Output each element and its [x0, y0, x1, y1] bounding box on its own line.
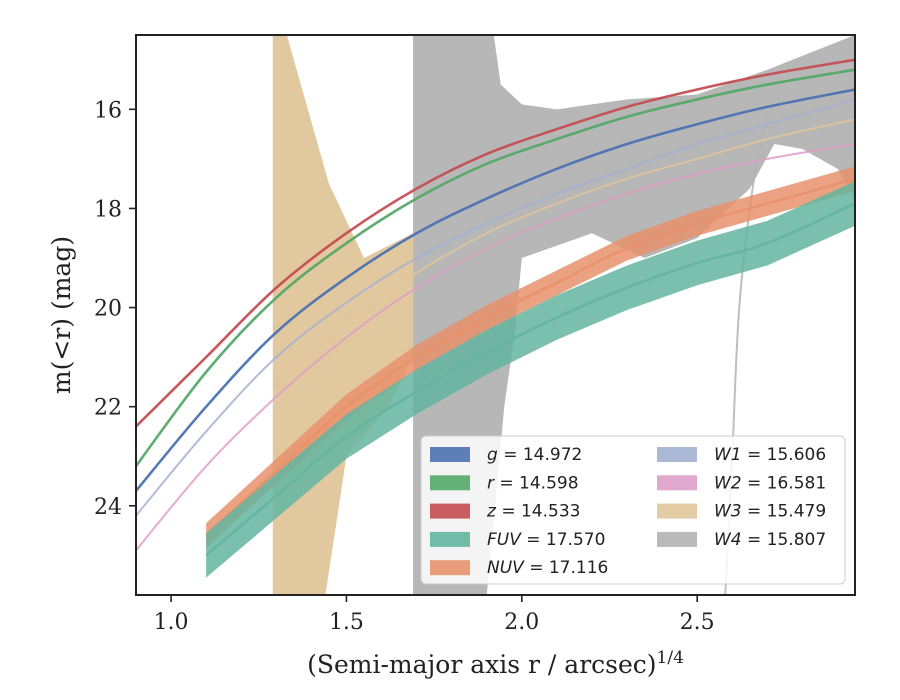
legend-swatch-w4 — [657, 531, 697, 547]
curves — [136, 58, 855, 595]
legend-label-w1: W1 = 15.606 — [714, 445, 826, 465]
legend-label-nuv: NUV = 17.116 — [487, 558, 608, 578]
series-fuv-band — [206, 181, 855, 578]
series-fuv-line — [205, 202, 855, 557]
uncertainty-region-w4 — [413, 35, 855, 595]
series-nuv-band — [206, 166, 855, 548]
legend-swatch-fuv — [430, 531, 470, 547]
x-tick-label: 1.5 — [329, 610, 364, 635]
series-g-line — [136, 88, 855, 492]
legend-label-w4: W4 = 15.807 — [714, 530, 826, 550]
legend-label-r: r = 14.598 — [487, 473, 579, 493]
x-axis-label-exponent: 1/4 — [657, 648, 684, 668]
series-nuv-line — [205, 177, 855, 537]
y-tick-label: 20 — [94, 297, 122, 322]
y-tick-label: 16 — [94, 98, 122, 123]
legend-swatch-w3 — [657, 503, 697, 519]
legend-box — [420, 435, 846, 585]
legend-swatch-r — [430, 475, 470, 491]
y-axis-label: m(<r) (mag) — [47, 236, 76, 394]
y-tick-label: 18 — [94, 197, 122, 222]
uncertainty-region-w3 — [272, 35, 414, 595]
ticks: 1.0 1.5 2.0 2.5 16 18 20 22 24 — [94, 98, 715, 635]
legend-swatch-nuv — [430, 560, 470, 576]
legend-swatch-g — [430, 447, 470, 462]
series-z-line — [136, 58, 855, 428]
legend-label-w3: W3 = 15.479 — [714, 502, 826, 522]
legend: g = 14.972 r = 14.598 z = 14.533 FUV = 17.5… — [420, 435, 846, 585]
x-tick-label: 2.0 — [504, 610, 539, 635]
legend-swatch-w2 — [657, 475, 697, 491]
y-tick-label: 22 — [94, 396, 122, 421]
series-w2-line — [136, 143, 855, 552]
series-r-line — [136, 68, 855, 467]
plot-frame — [135, 34, 856, 596]
y-tick-label: 24 — [94, 495, 122, 520]
legend-swatch-w1 — [657, 447, 697, 462]
x-axis-label: (Semi-major axis r / arcsec)1/4 — [307, 648, 684, 679]
x-axis-label-text: (Semi-major axis r / arcsec) — [307, 650, 656, 679]
legend-label-z: z = 14.533 — [486, 502, 580, 522]
legend-label-w2: W2 = 16.581 — [714, 473, 826, 493]
legend-label-g: g = 14.972 — [487, 445, 582, 465]
series-w1-line — [136, 98, 855, 517]
series-w3-line — [275, 118, 855, 388]
x-tick-label: 2.5 — [680, 610, 715, 635]
x-tick-label: 1.0 — [154, 610, 189, 635]
legend-swatch-z — [430, 503, 470, 519]
legend-label-fuv: FUV = 17.570 — [487, 530, 605, 550]
